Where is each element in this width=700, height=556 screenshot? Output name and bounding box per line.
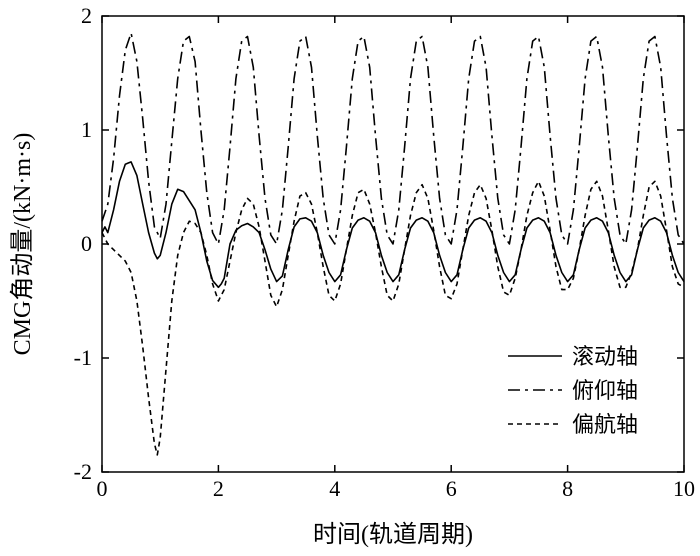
series-line-0 [101,161,685,289]
y-tick-label: 1 [81,117,92,142]
x-tick-label: 2 [213,476,224,501]
x-tick-label: 6 [446,476,457,501]
x-tick-label: 8 [562,476,573,501]
y-tick-label: 0 [81,231,92,256]
legend-label-2: 偏航轴 [572,412,638,437]
y-tick-label: 2 [81,3,92,28]
y-axis-title: CMG角动量/(kN·m·s) [9,133,36,356]
x-tick-label: 4 [329,476,340,501]
y-tick-label: -1 [74,345,92,370]
tick-labels-layer: 0 2 4 6 8 10 -2 -1 0 1 2 [74,3,695,501]
x-axis-title: 时间(轨道周期) [313,521,473,548]
legend-label-0: 滚动轴 [572,344,638,369]
ticks-layer [101,15,685,473]
series-line-2 [101,180,685,456]
legend-label-1: 俯仰轴 [572,378,638,403]
x-tick-label: 10 [673,476,695,501]
x-tick-label: 0 [97,476,108,501]
series-layer [101,32,685,456]
y-tick-label: -2 [74,459,92,484]
series-line-1 [101,32,685,245]
